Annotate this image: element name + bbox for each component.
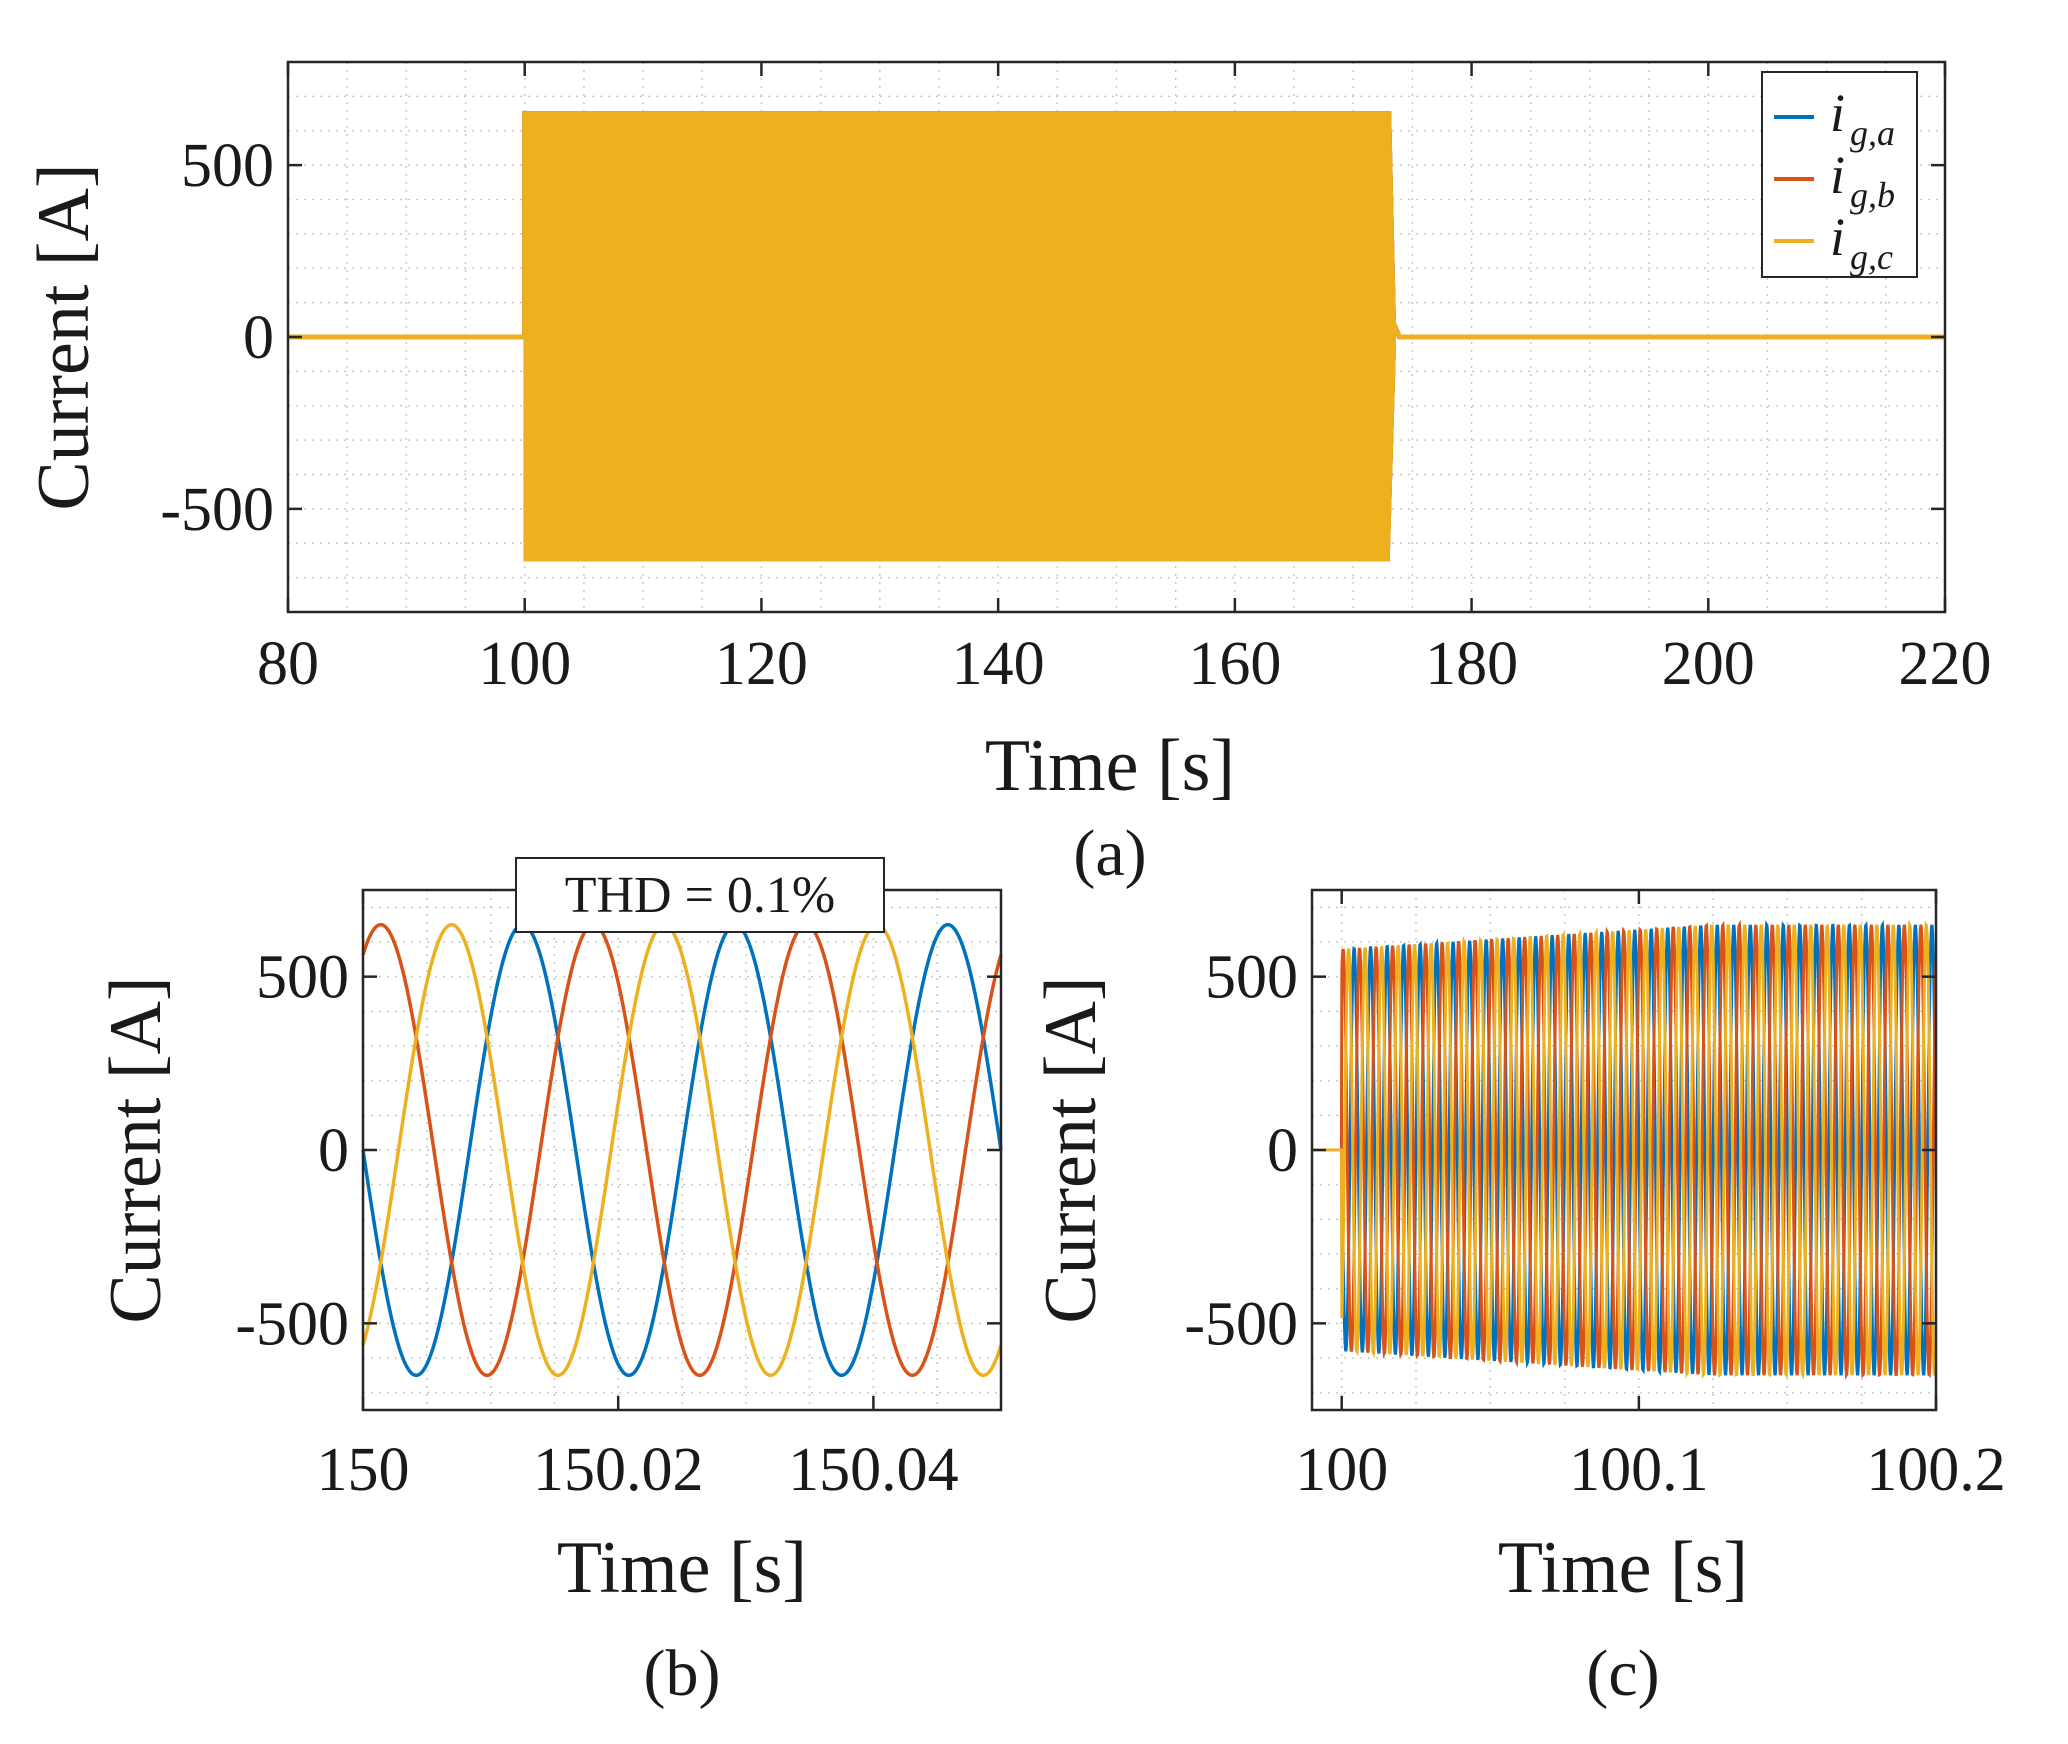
y-tick-label: 500	[1205, 944, 1298, 1012]
x-tick-label: 200	[1662, 630, 1755, 698]
series-line-i_g,c	[288, 111, 1945, 340]
x-tick-label: 150	[317, 1436, 410, 1504]
panel-a-y-axis-label: Current [A]	[23, 163, 105, 510]
y-tick-label: 500	[181, 132, 274, 200]
panel-c: 100 100.1 100.2 -500 0 500 Time [s] Current …	[1030, 888, 2006, 1710]
legend-sub-b: g,b	[1850, 175, 1895, 215]
panel-b-series	[361, 922, 1003, 1378]
x-tick-label: 160	[1188, 630, 1281, 698]
thd-annotation-box	[515, 857, 885, 933]
panel-a-x-tick-labels: 80 100 120 140 160 180 200 220	[257, 630, 1992, 698]
x-tick-label: 100.2	[1866, 1436, 2006, 1504]
panel-a-caption: (a)	[1073, 817, 1146, 890]
panel-a: 80 100 120 140 160 180 200 220 -500 0 500 Time [s…	[23, 60, 1992, 890]
y-tick-label: 0	[318, 1117, 349, 1185]
panel-b-caption: (b)	[644, 1637, 721, 1710]
panel-b-x-axis-label: Time [s]	[557, 1527, 807, 1609]
panel-c-x-axis-label: Time [s]	[1498, 1527, 1748, 1609]
series-line-i_g,b	[361, 922, 1003, 1378]
panel-c-caption: (c)	[1586, 1637, 1659, 1710]
x-tick-label: 150.04	[788, 1436, 959, 1504]
series-line-i_g,c	[1312, 919, 1936, 1380]
y-tick-label: 500	[256, 944, 349, 1012]
legend-label-b: i	[1830, 145, 1845, 205]
panel-b: 150 150.02 150.04 -500 0 500 Time [s] Curren…	[95, 857, 1003, 1710]
panel-c-y-tick-labels: -500 0 500	[1184, 944, 1298, 1359]
panel-a-x-axis-label: Time [s]	[985, 725, 1235, 807]
thd-annotation-text: THD = 0.1%	[565, 867, 836, 924]
x-tick-label: 220	[1899, 630, 1992, 698]
x-tick-label: 150.02	[533, 1436, 704, 1504]
legend-sub-a: g,a	[1850, 113, 1895, 153]
legend-entry-c: i g,c	[1774, 207, 1893, 277]
x-tick-label: 140	[952, 630, 1045, 698]
legend-sub-c: g,c	[1850, 237, 1893, 277]
x-tick-label: 120	[715, 630, 808, 698]
legend-entry-b: i g,b	[1774, 145, 1895, 215]
x-tick-label: 100	[478, 630, 571, 698]
y-tick-label: -500	[235, 1290, 349, 1358]
series-band-i_g,c	[523, 112, 1396, 562]
series-line-i_g,c	[361, 922, 1003, 1378]
y-tick-label: -500	[160, 476, 274, 544]
legend-entry-a: i g,a	[1774, 83, 1895, 153]
panel-a-ticks	[286, 62, 1947, 612]
y-tick-label: 0	[243, 304, 274, 372]
panel-b-x-tick-labels: 150 150.02 150.04	[317, 1436, 959, 1504]
panel-a-y-tick-labels: -500 0 500	[160, 132, 274, 544]
panel-a-series	[288, 111, 1945, 562]
y-tick-label: 0	[1267, 1117, 1298, 1185]
x-tick-label: 80	[257, 630, 319, 698]
x-tick-label: 180	[1425, 630, 1518, 698]
panel-a-legend: i g,a i g,b i g,c	[1761, 71, 1918, 278]
x-tick-label: 100.1	[1569, 1436, 1709, 1504]
y-tick-label: -500	[1184, 1290, 1298, 1358]
panel-c-ticks	[1312, 890, 1938, 1410]
legend-label-a: i	[1830, 83, 1845, 143]
x-tick-label: 100	[1295, 1436, 1388, 1504]
legend-label-c: i	[1830, 207, 1845, 267]
panel-c-y-axis-label: Current [A]	[1030, 976, 1112, 1323]
panel-b-y-axis-label: Current [A]	[95, 976, 177, 1323]
thd-annotation: THD = 0.1%	[515, 857, 885, 933]
series-line-i_g,a	[361, 922, 1003, 1378]
panel-c-x-tick-labels: 100 100.1 100.2	[1295, 1436, 2006, 1504]
panel-c-series	[1312, 919, 1936, 1380]
series-line-i_g,b	[1312, 919, 1936, 1380]
panel-b-y-tick-labels: -500 0 500	[235, 944, 349, 1359]
